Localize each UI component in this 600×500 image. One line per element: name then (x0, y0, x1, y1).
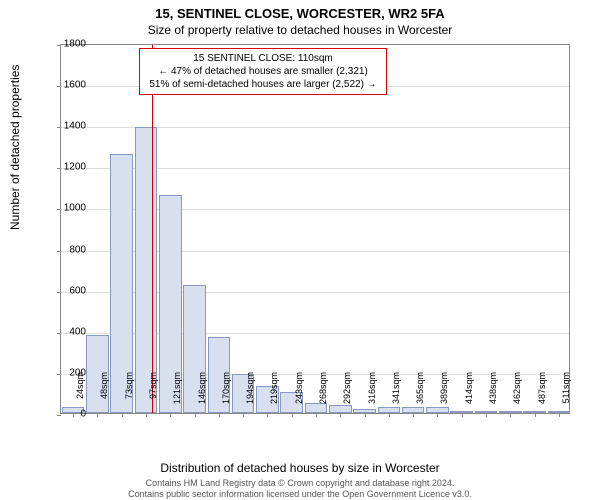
x-tick-label: 341sqm (391, 372, 401, 404)
x-tick-label: 170sqm (221, 372, 231, 404)
x-tick-label: 389sqm (439, 372, 449, 404)
y-axis-label: Number of detached properties (8, 65, 22, 230)
reference-line (152, 45, 153, 413)
footer-line-1: Contains HM Land Registry data © Crown c… (0, 478, 600, 489)
x-tick-label: 48sqm (99, 372, 109, 399)
x-tick (146, 413, 147, 417)
y-tick-label: 400 (46, 326, 86, 337)
annotation-line: 15 SENTINEL CLOSE: 110sqm (146, 52, 380, 65)
x-tick-label: 24sqm (75, 372, 85, 399)
x-tick-label: 462sqm (512, 372, 522, 404)
x-tick-label: 414sqm (464, 372, 474, 404)
x-tick (389, 413, 390, 417)
x-axis-label: Distribution of detached houses by size … (0, 461, 600, 475)
x-tick-label: 73sqm (124, 372, 134, 399)
y-tick-label: 600 (46, 285, 86, 296)
x-tick (510, 413, 511, 417)
x-tick-label: 316sqm (367, 372, 377, 404)
x-tick (486, 413, 487, 417)
x-tick (267, 413, 268, 417)
x-tick (170, 413, 171, 417)
y-tick-label: 1000 (46, 203, 86, 214)
y-tick-label: 1200 (46, 162, 86, 173)
x-tick (413, 413, 414, 417)
x-tick (462, 413, 463, 417)
x-tick (340, 413, 341, 417)
x-tick-label: 268sqm (318, 372, 328, 404)
x-tick (437, 413, 438, 417)
x-tick (122, 413, 123, 417)
histogram-plot: 15 SENTINEL CLOSE: 110sqm← 47% of detach… (60, 44, 570, 414)
y-tick-label: 1800 (46, 39, 86, 50)
x-tick-label: 97sqm (148, 372, 158, 399)
x-tick (292, 413, 293, 417)
x-tick (316, 413, 317, 417)
x-tick-label: 194sqm (245, 372, 255, 404)
footer-line-2: Contains public sector information licen… (0, 489, 600, 500)
y-tick-label: 1400 (46, 121, 86, 132)
y-tick-label: 800 (46, 244, 86, 255)
annotation-line: 51% of semi-detached houses are larger (… (146, 78, 380, 91)
x-tick (535, 413, 536, 417)
x-tick-label: 365sqm (415, 372, 425, 404)
page-title: 15, SENTINEL CLOSE, WORCESTER, WR2 5FA (0, 0, 600, 21)
annotation-box: 15 SENTINEL CLOSE: 110sqm← 47% of detach… (139, 48, 387, 95)
x-tick-label: 146sqm (197, 372, 207, 404)
x-tick-label: 292sqm (342, 372, 352, 404)
x-tick (559, 413, 560, 417)
x-tick-label: 438sqm (488, 372, 498, 404)
x-tick (195, 413, 196, 417)
x-tick-label: 243sqm (294, 372, 304, 404)
page-subtitle: Size of property relative to detached ho… (0, 21, 600, 37)
histogram-bar (329, 405, 352, 413)
x-tick-label: 511sqm (561, 372, 571, 403)
x-tick (243, 413, 244, 417)
x-tick (97, 413, 98, 417)
x-tick (365, 413, 366, 417)
x-tick (219, 413, 220, 417)
y-tick-label: 0 (46, 409, 86, 420)
x-tick-label: 121sqm (172, 372, 182, 404)
x-tick-label: 219sqm (269, 372, 279, 404)
histogram-bar (305, 403, 328, 413)
y-tick-label: 1600 (46, 80, 86, 91)
footer-attribution: Contains HM Land Registry data © Crown c… (0, 478, 600, 500)
annotation-line: ← 47% of detached houses are smaller (2,… (146, 65, 380, 78)
histogram-bar (135, 127, 158, 413)
x-tick-label: 487sqm (537, 372, 547, 404)
